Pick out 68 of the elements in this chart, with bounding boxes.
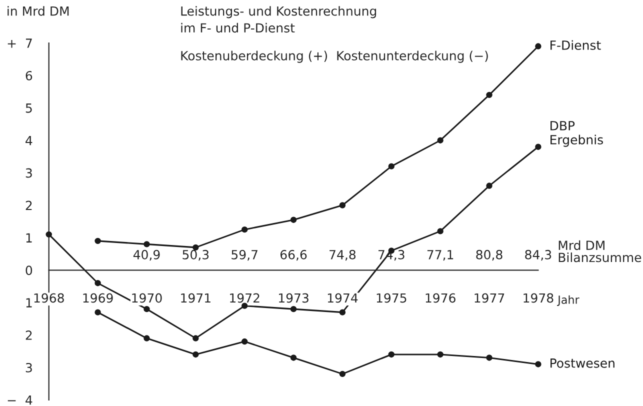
y-tick-label: 3 (26, 168, 32, 178)
series-label: F-Dienst (550, 40, 601, 50)
point (241, 226, 248, 233)
series-label: Postwesen (550, 358, 614, 368)
point (241, 302, 248, 309)
annotation: 84,3 (525, 250, 552, 261)
annotation: 77,1 (427, 250, 454, 261)
point (94, 280, 101, 286)
point (94, 238, 101, 244)
annotation: 74,8 (330, 250, 356, 261)
point (388, 163, 394, 170)
point (290, 306, 297, 312)
point (339, 309, 346, 316)
y-axis-title: in Mrd DM (8, 6, 69, 16)
x-axis-title: Jahr (557, 295, 580, 306)
point (486, 354, 492, 361)
point (437, 351, 444, 358)
point (437, 137, 444, 144)
point (339, 202, 346, 208)
x-tick-label: 1978 (524, 293, 554, 303)
point (46, 231, 52, 238)
y-tick-label: 2 (26, 200, 32, 210)
y-tick-label: 4 (26, 136, 32, 146)
y-tick-label: − 4 (8, 396, 32, 405)
y-tick-label: 0 (26, 266, 32, 276)
x-tick-label: 1973 (278, 293, 308, 303)
x-tick-label: 1971 (181, 293, 210, 303)
annotation: 50,3 (182, 250, 209, 261)
x-tick-label: 1975 (376, 293, 406, 303)
point (339, 370, 346, 378)
point (290, 216, 297, 223)
point (192, 351, 199, 358)
x-tick-label: 1969 (83, 293, 113, 303)
y-tick-label: + 7 (8, 38, 32, 48)
point (241, 338, 248, 345)
annotation: 40,9 (133, 250, 160, 261)
point (94, 309, 101, 316)
x-tick-label: 1972 (230, 293, 260, 303)
y-tick-label: 1 (26, 298, 32, 308)
point (535, 43, 542, 50)
text: Mrd DM Bilanzsumme (558, 240, 642, 262)
point (144, 241, 150, 248)
point (144, 335, 150, 342)
x-tick-label: 1970 (132, 293, 162, 303)
point (388, 351, 394, 358)
point (437, 228, 444, 234)
x-tick-label: 1968 (34, 293, 64, 303)
point (535, 144, 542, 150)
annotation: 66,6 (280, 250, 307, 261)
text: Kostenuberdeckung (+) Kostenunterdeckung (−) (181, 50, 488, 63)
chart-title: Leistungs- und Kostenrechnung im F- und P-Dienst (181, 6, 376, 33)
annotation: 80,8 (476, 250, 502, 261)
series-label: DBP Ergebnis (550, 121, 603, 147)
point (144, 306, 150, 312)
y-tick-label: 3 (26, 362, 32, 372)
x-tick-label: 1977 (474, 293, 504, 303)
point (290, 354, 297, 361)
point (192, 335, 199, 342)
x-tick-label: 1974 (328, 293, 358, 303)
y-tick-label: 5 (26, 104, 32, 113)
x-tick-label: 1976 (426, 293, 456, 303)
y-tick-label: 1 (26, 233, 32, 242)
y-tick-label: 2 (26, 330, 32, 340)
point (535, 361, 542, 368)
point (486, 92, 492, 98)
y-tick-label: 6 (26, 70, 32, 80)
point (486, 182, 492, 189)
annotation: 59,7 (232, 250, 258, 261)
